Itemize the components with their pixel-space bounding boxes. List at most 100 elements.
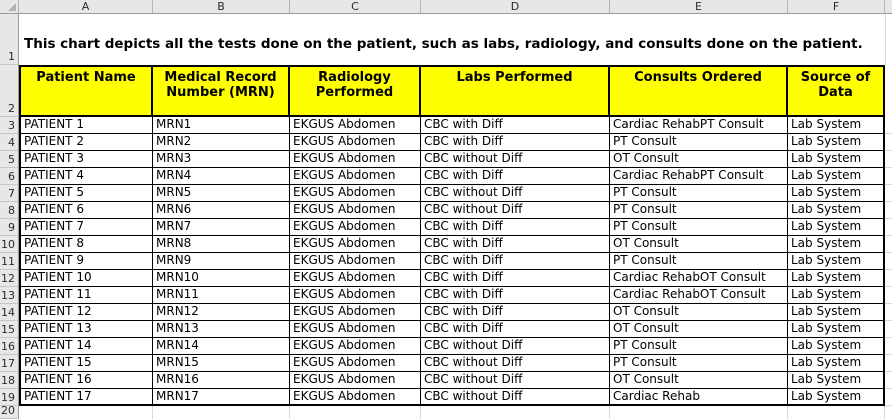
cell-C13[interactable]: EKGUS Abdomen bbox=[290, 287, 421, 304]
cell-A3[interactable]: PATIENT 1 bbox=[21, 117, 153, 134]
cell-E3[interactable]: Cardiac RehabPT Consult bbox=[610, 117, 788, 134]
cell-B20[interactable] bbox=[153, 406, 290, 419]
cell-B7[interactable]: MRN5 bbox=[153, 185, 290, 202]
cell-E9[interactable]: PT Consult bbox=[610, 219, 788, 236]
cell-D6[interactable]: CBC with Diff bbox=[421, 168, 610, 185]
cell-F12[interactable]: Lab System bbox=[788, 270, 883, 287]
cell-A9[interactable]: PATIENT 7 bbox=[21, 219, 153, 236]
cell-C14[interactable]: EKGUS Abdomen bbox=[290, 304, 421, 321]
row-header-10[interactable]: 10 bbox=[0, 236, 18, 253]
cell-D7[interactable]: CBC without Diff bbox=[421, 185, 610, 202]
column-header-B[interactable]: B bbox=[153, 0, 290, 13]
cell-F3[interactable]: Lab System bbox=[788, 117, 883, 134]
cell-D14[interactable]: CBC with Diff bbox=[421, 304, 610, 321]
cell-F11[interactable]: Lab System bbox=[788, 253, 883, 270]
cell-B3[interactable]: MRN1 bbox=[153, 117, 290, 134]
header-cell-A[interactable]: Patient Name bbox=[21, 67, 153, 117]
cell-F15[interactable]: Lab System bbox=[788, 321, 883, 338]
header-cell-E[interactable]: Consults Ordered bbox=[610, 67, 788, 117]
cell-D18[interactable]: CBC without Diff bbox=[421, 372, 610, 389]
cell-A7[interactable]: PATIENT 5 bbox=[21, 185, 153, 202]
cell-C6[interactable]: EKGUS Abdomen bbox=[290, 168, 421, 185]
cell-E12[interactable]: Cardiac RehabOT Consult bbox=[610, 270, 788, 287]
row-header-4[interactable]: 4 bbox=[0, 134, 18, 151]
cell-F17[interactable]: Lab System bbox=[788, 355, 883, 372]
cell-C11[interactable]: EKGUS Abdomen bbox=[290, 253, 421, 270]
cell-C18[interactable]: EKGUS Abdomen bbox=[290, 372, 421, 389]
cell-F20[interactable] bbox=[788, 406, 885, 419]
row-header-18[interactable]: 18 bbox=[0, 372, 18, 389]
cell-D8[interactable]: CBC without Diff bbox=[421, 202, 610, 219]
cell-D15[interactable]: CBC with Diff bbox=[421, 321, 610, 338]
cell-C16[interactable]: EKGUS Abdomen bbox=[290, 338, 421, 355]
cell-F13[interactable]: Lab System bbox=[788, 287, 883, 304]
cell-E4[interactable]: PT Consult bbox=[610, 134, 788, 151]
column-header-F[interactable]: F bbox=[788, 0, 885, 13]
cell-D20[interactable] bbox=[421, 406, 610, 419]
row-header-9[interactable]: 9 bbox=[0, 219, 18, 236]
cell-B14[interactable]: MRN12 bbox=[153, 304, 290, 321]
cell-D12[interactable]: CBC with Diff bbox=[421, 270, 610, 287]
cell-A10[interactable]: PATIENT 8 bbox=[21, 236, 153, 253]
row-header-14[interactable]: 14 bbox=[0, 304, 18, 321]
cell-B6[interactable]: MRN4 bbox=[153, 168, 290, 185]
cell-C19[interactable]: EKGUS Abdomen bbox=[290, 389, 421, 404]
cell-F10[interactable]: Lab System bbox=[788, 236, 883, 253]
cell-C17[interactable]: EKGUS Abdomen bbox=[290, 355, 421, 372]
cell-A18[interactable]: PATIENT 16 bbox=[21, 372, 153, 389]
cell-A11[interactable]: PATIENT 9 bbox=[21, 253, 153, 270]
cell-D3[interactable]: CBC with Diff bbox=[421, 117, 610, 134]
cell-A5[interactable]: PATIENT 3 bbox=[21, 151, 153, 168]
cell-B18[interactable]: MRN16 bbox=[153, 372, 290, 389]
cell-D11[interactable]: CBC with Diff bbox=[421, 253, 610, 270]
cell-A12[interactable]: PATIENT 10 bbox=[21, 270, 153, 287]
cell-E7[interactable]: PT Consult bbox=[610, 185, 788, 202]
cell-C5[interactable]: EKGUS Abdomen bbox=[290, 151, 421, 168]
cell-A4[interactable]: PATIENT 2 bbox=[21, 134, 153, 151]
cell-E17[interactable]: PT Consult bbox=[610, 355, 788, 372]
cell-F16[interactable]: Lab System bbox=[788, 338, 883, 355]
row-header-13[interactable]: 13 bbox=[0, 287, 18, 304]
cell-E5[interactable]: OT Consult bbox=[610, 151, 788, 168]
cell-D19[interactable]: CBC without Diff bbox=[421, 389, 610, 404]
cell-A13[interactable]: PATIENT 11 bbox=[21, 287, 153, 304]
cell-B12[interactable]: MRN10 bbox=[153, 270, 290, 287]
select-all-corner[interactable] bbox=[0, 0, 19, 13]
row-header-15[interactable]: 15 bbox=[0, 321, 18, 338]
cell-D4[interactable]: CBC with Diff bbox=[421, 134, 610, 151]
cell-B8[interactable]: MRN6 bbox=[153, 202, 290, 219]
row-header-19[interactable]: 19 bbox=[0, 389, 18, 406]
cell-B13[interactable]: MRN11 bbox=[153, 287, 290, 304]
column-header-C[interactable]: C bbox=[290, 0, 421, 13]
row-header-20[interactable]: 20 bbox=[0, 405, 18, 419]
cell-F5[interactable]: Lab System bbox=[788, 151, 883, 168]
cell-F18[interactable]: Lab System bbox=[788, 372, 883, 389]
row-header-17[interactable]: 17 bbox=[0, 355, 18, 372]
row-header-5[interactable]: 5 bbox=[0, 151, 18, 168]
cell-D17[interactable]: CBC without Diff bbox=[421, 355, 610, 372]
cell-D13[interactable]: CBC with Diff bbox=[421, 287, 610, 304]
cell-A14[interactable]: PATIENT 12 bbox=[21, 304, 153, 321]
header-cell-F[interactable]: Source of Data bbox=[788, 67, 883, 117]
cell-B16[interactable]: MRN14 bbox=[153, 338, 290, 355]
header-cell-D[interactable]: Labs Performed bbox=[421, 67, 610, 117]
cell-E16[interactable]: PT Consult bbox=[610, 338, 788, 355]
cell-B9[interactable]: MRN7 bbox=[153, 219, 290, 236]
cell-A17[interactable]: PATIENT 15 bbox=[21, 355, 153, 372]
cell-C8[interactable]: EKGUS Abdomen bbox=[290, 202, 421, 219]
cell-A20[interactable] bbox=[19, 406, 153, 419]
cell-F4[interactable]: Lab System bbox=[788, 134, 883, 151]
cell-A15[interactable]: PATIENT 13 bbox=[21, 321, 153, 338]
header-cell-C[interactable]: Radiology Performed bbox=[290, 67, 421, 117]
row-header-2[interactable]: 2 bbox=[0, 65, 18, 117]
row-header-16[interactable]: 16 bbox=[0, 338, 18, 355]
cell-A19[interactable]: PATIENT 17 bbox=[21, 389, 153, 404]
cell-E14[interactable]: OT Consult bbox=[610, 304, 788, 321]
cell-E18[interactable]: OT Consult bbox=[610, 372, 788, 389]
cell-A6[interactable]: PATIENT 4 bbox=[21, 168, 153, 185]
cell-A16[interactable]: PATIENT 14 bbox=[21, 338, 153, 355]
row-header-7[interactable]: 7 bbox=[0, 185, 18, 202]
cell-E8[interactable]: PT Consult bbox=[610, 202, 788, 219]
cell-C3[interactable]: EKGUS Abdomen bbox=[290, 117, 421, 134]
row-header-3[interactable]: 3 bbox=[0, 117, 18, 134]
